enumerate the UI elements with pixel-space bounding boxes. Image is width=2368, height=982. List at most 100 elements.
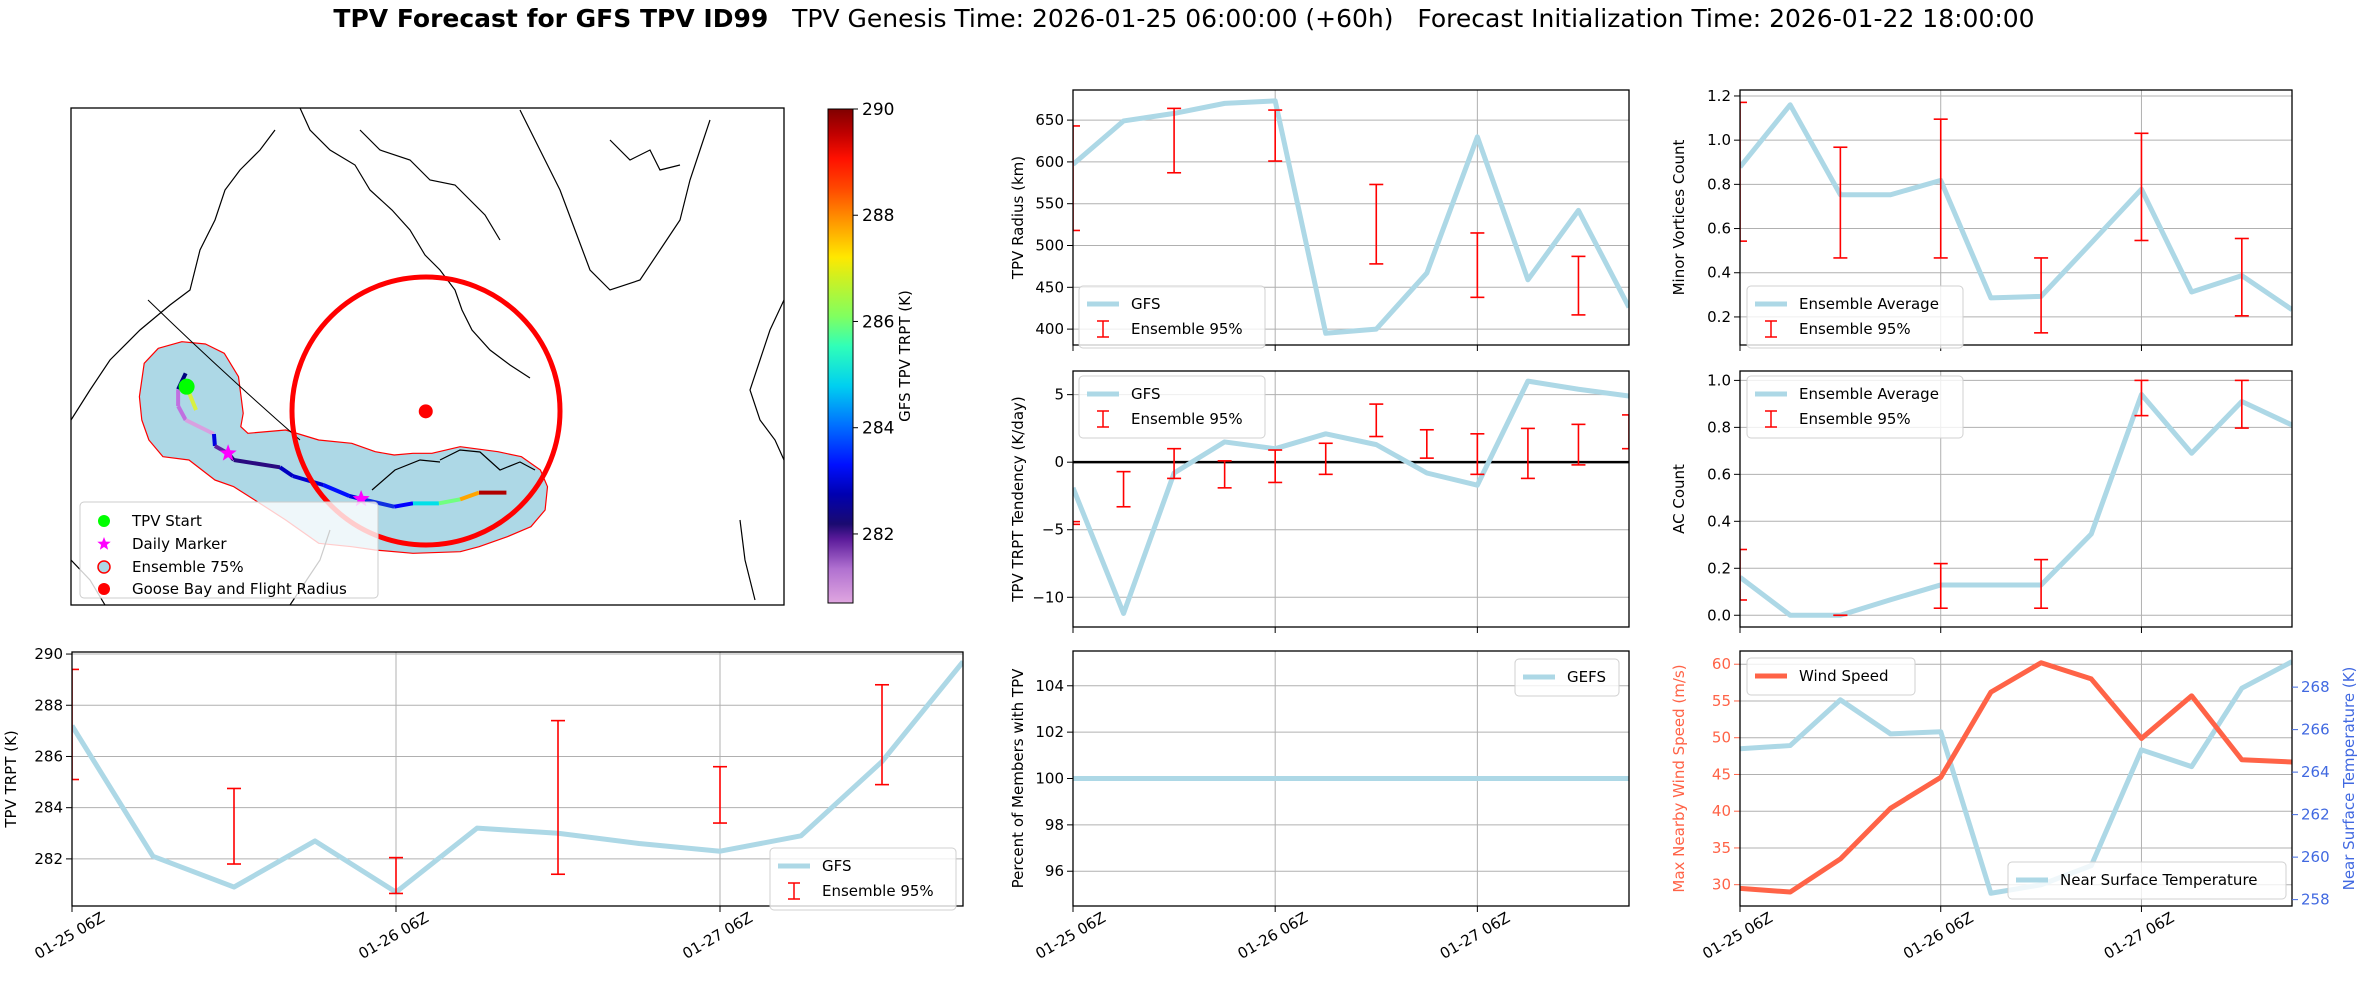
- legend-label: Ensemble 95%: [1131, 410, 1243, 428]
- x-tick-label: 01-25 06Z: [1699, 908, 1775, 962]
- legend-label: Ensemble Average: [1799, 295, 1939, 313]
- y-tick-label: 282: [34, 850, 63, 868]
- error-bar: [1268, 109, 1283, 162]
- title-main: TPV Forecast for GFS TPV ID99: [333, 4, 769, 33]
- legend-box: [769, 847, 957, 911]
- axes-frame: [1072, 370, 1630, 628]
- boundary-line: [147, 299, 301, 441]
- error-bar: [1740, 548, 1747, 601]
- y-tick-label: 284: [34, 799, 63, 817]
- error-bar: [2034, 558, 2049, 610]
- legend-box: [1514, 658, 1620, 697]
- tpv-track-segment: [459, 490, 480, 502]
- y-tick-label: 50: [1712, 729, 1731, 747]
- tpv-start-legend-icon: [98, 515, 110, 527]
- error-bar: [875, 683, 889, 786]
- error-bar: [1470, 433, 1485, 476]
- error-bar: [1167, 447, 1182, 480]
- chart-ac: 0.0 0.2 0.4 0.6 0.8 1.0 AC Count Ensemble Avera…: [1670, 370, 2293, 633]
- legend-label: GFS: [1131, 295, 1161, 313]
- x-tick-label: 01-25 06Z: [31, 908, 107, 962]
- x-tick-label: 01-26 06Z: [355, 908, 431, 962]
- axes-frame: [1072, 650, 1630, 907]
- error-bar: [389, 856, 403, 895]
- y-tick-label: 40: [1712, 802, 1731, 820]
- goose-bay-legend-icon: [98, 583, 110, 595]
- map-legend: TPV Start Daily Marker Ensemble 75% Goose B…: [79, 501, 379, 599]
- error-bar: [2134, 132, 2149, 242]
- legend-label: Ensemble 95%: [1799, 320, 1911, 338]
- legend-label: Ensemble 95%: [1799, 410, 1911, 428]
- y-tick-label: 0.4: [1707, 512, 1731, 530]
- y-tick-label: 550: [1035, 195, 1064, 213]
- colorbar-label: GFS TPV TRPT (K): [896, 290, 914, 422]
- y-tick-label: 1.0: [1707, 131, 1731, 149]
- axes-frame: [1739, 89, 2293, 346]
- y-tick-label: 0.6: [1707, 465, 1731, 483]
- chart-tendency: −10 −5 0 5 TPV TRPT Tendency (K/day) GFS Ensem…: [1009, 370, 1630, 633]
- axes-frame: [1739, 370, 2293, 628]
- chart-radius: 400 450 500 550 600 650 TPV Radius (km) GFS Ense…: [1009, 89, 1630, 351]
- chart-minor: 0.2 0.4 0.6 0.8 1.0 1.2 Minor Vortices Count En…: [1670, 87, 2293, 351]
- title-init-time: Forecast Initialization Time: 2026-01-22…: [1417, 4, 2035, 33]
- plot-area: [1740, 101, 2292, 334]
- legend-label: GFS: [1131, 385, 1161, 403]
- y-tick-label: 400: [1035, 320, 1064, 338]
- error-bar: [2234, 237, 2249, 317]
- chart-trpt: 01-25 06Z 01-26 06Z 01-27 06Z 282 284 286 288 2…: [2, 645, 964, 963]
- error-bar: [1217, 460, 1232, 489]
- map-legend-label: Daily Marker: [132, 535, 227, 553]
- x-tick-label: 01-25 06Z: [1032, 908, 1108, 962]
- y-axis-label: TPV TRPT (K): [2, 730, 20, 828]
- tpv-track-segment: [176, 405, 188, 421]
- y-tick-label: 0.2: [1707, 559, 1731, 577]
- map-legend-label: Ensemble 75%: [132, 558, 244, 576]
- y-axis-label: TPV Radius (km): [1009, 156, 1027, 280]
- legend-label: Wind Speed: [1799, 667, 1889, 685]
- y-axis-label: TPV TRPT Tendency (K/day): [1009, 396, 1027, 602]
- error-bar: [1622, 414, 1629, 450]
- error-bar: [1933, 562, 1948, 610]
- legend-label: Ensemble Average: [1799, 385, 1939, 403]
- y-tick-label: 45: [1712, 765, 1731, 783]
- y-tick-label: 288: [34, 696, 63, 714]
- series-line: [1740, 660, 2292, 895]
- y-tick-label: 104: [1035, 677, 1064, 695]
- y-tick-label: 96: [1045, 862, 1064, 880]
- error-bar: [1318, 442, 1333, 476]
- series-line: [1740, 102, 2292, 312]
- chart-percent: 01-25 06Z 01-26 06Z 01-27 06Z 96 98 100 102 104…: [1009, 650, 1630, 963]
- coastline: [299, 108, 531, 379]
- legend-box: [1746, 375, 1964, 439]
- x-tick-label: 01-27 06Z: [2101, 908, 2177, 962]
- y-tick-label: 0.6: [1707, 220, 1731, 238]
- colorbar-gradient: [827, 108, 854, 604]
- tpv-track-segment: [438, 497, 461, 506]
- colorbar: 282 284 286 288 290 GFS TPV TRPT (K): [827, 100, 914, 604]
- error-bar: [1571, 255, 1586, 316]
- title-genesis-time: TPV Genesis Time: 2026-01-25 06:00:00 (+…: [792, 4, 1394, 33]
- y-tick-label: 30: [1712, 876, 1731, 894]
- tpv-track-segment: [360, 497, 395, 509]
- legend-label: Ensemble 95%: [822, 882, 934, 900]
- error-bar: [1116, 470, 1131, 508]
- error-bar: [1520, 427, 1535, 480]
- tpv-track-segment: [393, 501, 414, 509]
- legend-box: [1078, 285, 1266, 349]
- x-tick-label: 01-26 06Z: [1900, 908, 1976, 962]
- colorbar-tick-label: 282: [862, 525, 894, 545]
- error-bar: [1740, 101, 1747, 242]
- legend-box: [2007, 861, 2287, 900]
- error-bar: [1470, 232, 1485, 299]
- legend-label: GFS: [822, 857, 852, 875]
- coastline: [749, 299, 784, 461]
- series-line: [1740, 391, 2292, 618]
- y-tick-label: 0.8: [1707, 175, 1731, 193]
- y-tick-label: 1.2: [1707, 87, 1731, 105]
- tpv-track-segment: [292, 474, 324, 487]
- error-bar: [551, 719, 565, 876]
- y-tick-label: 1.0: [1707, 371, 1731, 389]
- chart-wind: 01-25 06Z 01-26 06Z 01-27 06Z 30 35 40 45 50 55 6…: [1670, 650, 2358, 963]
- series-line: [72, 660, 963, 895]
